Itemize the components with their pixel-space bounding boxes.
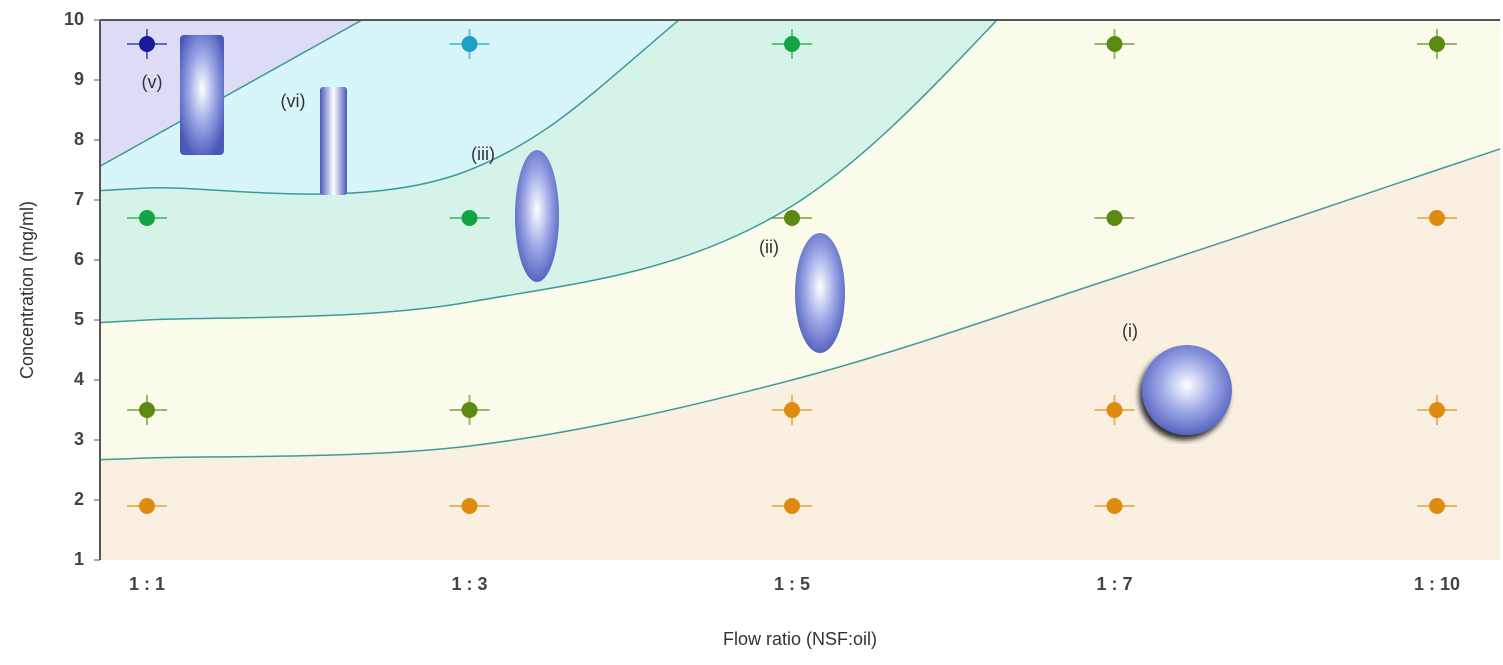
- point: [461, 36, 478, 52]
- point: [1106, 402, 1123, 418]
- particle-vi: [320, 87, 347, 195]
- point: [1106, 36, 1123, 52]
- marks: [127, 29, 1457, 514]
- region: [100, 148, 1500, 560]
- particle-i: [1142, 345, 1232, 435]
- particle-shapes: [180, 35, 1232, 435]
- point: [1106, 210, 1123, 226]
- annotation: (vi): [281, 91, 306, 111]
- x-tick-label: 1 : 5: [774, 574, 810, 594]
- particle-iii: [515, 150, 559, 282]
- x-tick-label: 1 : 10: [1414, 574, 1460, 594]
- x-tick-label: 1 : 1: [129, 574, 165, 594]
- point: [1429, 498, 1445, 514]
- x-tick-label: 1 : 7: [1096, 574, 1132, 594]
- boundary-line: [100, 148, 1500, 461]
- annotation: (i): [1122, 321, 1138, 341]
- point: [784, 210, 800, 226]
- y-tick-label: 3: [74, 429, 84, 449]
- point: [1429, 210, 1445, 226]
- boundary-line: [100, 20, 364, 167]
- boundary-line: [100, 20, 998, 324]
- y-tick-label: 7: [74, 189, 84, 209]
- point: [139, 498, 155, 514]
- point: [1429, 36, 1445, 52]
- particle-ii: [795, 233, 845, 353]
- point: [784, 402, 800, 418]
- y-tick-label: 2: [74, 489, 84, 509]
- annotation: (ii): [759, 237, 779, 257]
- point: [139, 402, 155, 418]
- x-axis-label: Flow ratio (NSF:oil): [723, 629, 877, 649]
- y-tick-label: 10: [64, 9, 84, 29]
- point: [784, 36, 800, 52]
- point: [461, 210, 478, 226]
- boundary-line: [100, 20, 680, 195]
- y-tick-label: 5: [74, 309, 84, 329]
- point: [784, 498, 800, 514]
- point: [139, 210, 155, 226]
- point: [461, 402, 478, 418]
- x-tick-label: 1 : 3: [451, 574, 487, 594]
- y-tick-label: 1: [74, 549, 84, 569]
- particle-v: [180, 35, 224, 155]
- point: [139, 36, 155, 52]
- y-tick-label: 9: [74, 69, 84, 89]
- y-tick-label: 4: [74, 369, 84, 389]
- annotation: (iii): [471, 144, 495, 164]
- annotation: (v): [142, 72, 163, 92]
- point: [461, 498, 478, 514]
- y-tick-label: 6: [74, 249, 84, 269]
- point: [1106, 498, 1123, 514]
- point: [1429, 402, 1445, 418]
- y-tick-label: 8: [74, 129, 84, 149]
- y-axis-label: Concentration (mg/ml): [17, 201, 37, 379]
